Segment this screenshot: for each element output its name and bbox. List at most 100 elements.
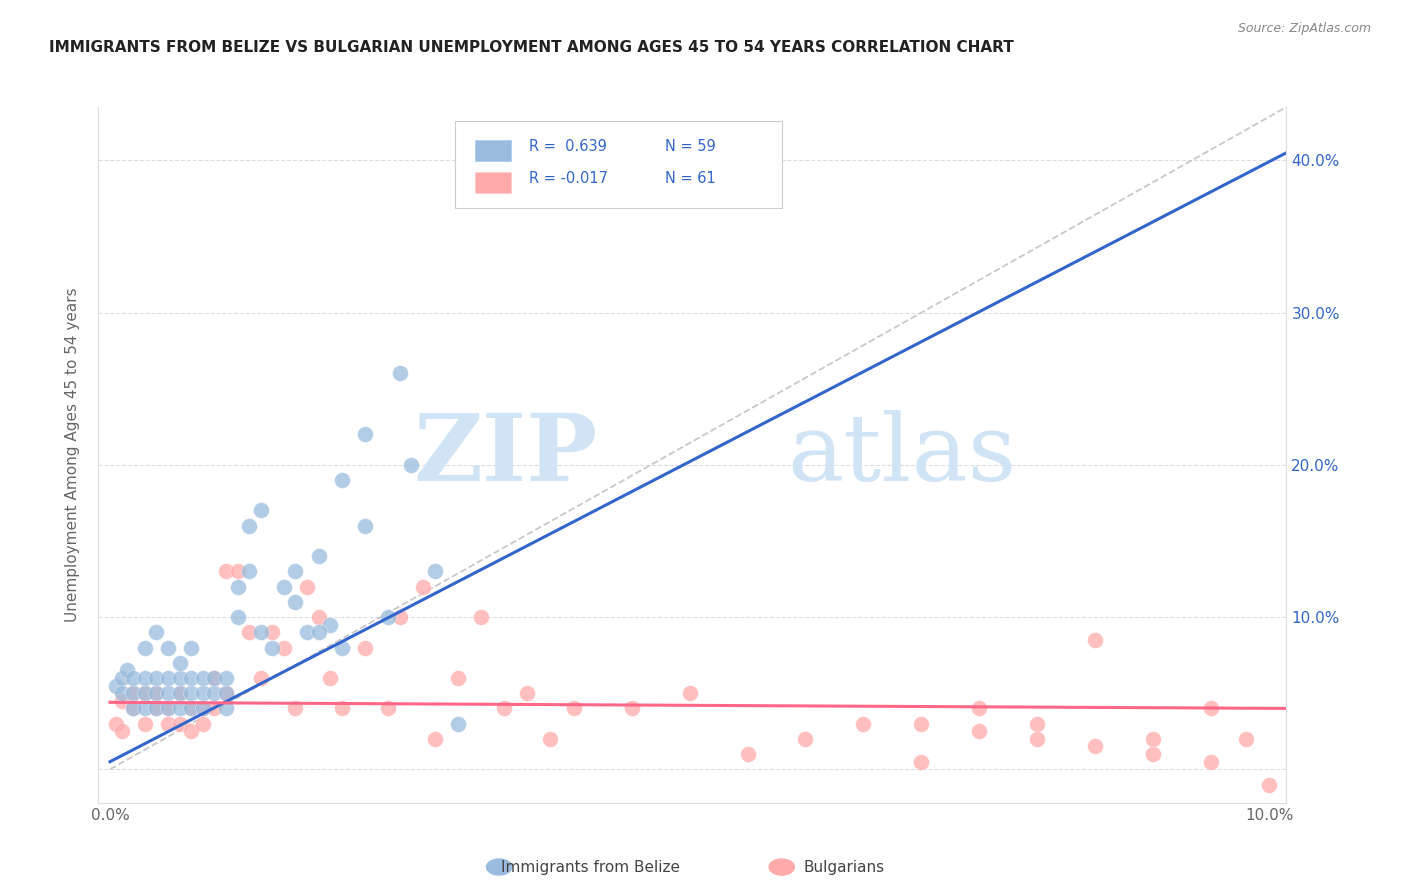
Point: [104, 716, 127, 731]
Text: atlas: atlas: [787, 410, 1017, 500]
Point: [354, 640, 377, 655]
Point: [191, 716, 214, 731]
Point: [110, 694, 132, 708]
Point: [1199, 755, 1222, 769]
Point: [134, 686, 156, 700]
Point: [226, 610, 249, 624]
Point: [104, 679, 127, 693]
Circle shape: [769, 859, 794, 875]
Point: [1258, 778, 1281, 792]
Point: [794, 731, 817, 746]
FancyBboxPatch shape: [475, 140, 510, 161]
Point: [156, 701, 179, 715]
Point: [308, 549, 330, 564]
Point: [319, 671, 342, 685]
Point: [238, 625, 260, 640]
Point: [215, 565, 238, 579]
Text: Bulgarians: Bulgarians: [803, 860, 884, 874]
Point: [226, 565, 249, 579]
Point: [169, 716, 191, 731]
Point: [145, 671, 167, 685]
Point: [1084, 739, 1107, 754]
Point: [134, 716, 156, 731]
Y-axis label: Unemployment Among Ages 45 to 54 years: Unemployment Among Ages 45 to 54 years: [65, 287, 80, 623]
Point: [191, 701, 214, 715]
Point: [262, 625, 284, 640]
Text: ZIP: ZIP: [413, 410, 598, 500]
Point: [191, 686, 214, 700]
Point: [540, 731, 562, 746]
Point: [117, 664, 139, 678]
Text: Immigrants from Belize: Immigrants from Belize: [501, 860, 681, 874]
Point: [969, 724, 991, 739]
Point: [202, 671, 225, 685]
Point: [215, 701, 238, 715]
Point: [273, 640, 295, 655]
Point: [655, 184, 678, 198]
Point: [145, 686, 167, 700]
Point: [180, 686, 202, 700]
Text: N = 61: N = 61: [665, 171, 716, 186]
Point: [1026, 716, 1049, 731]
Point: [969, 701, 991, 715]
Point: [110, 724, 132, 739]
Point: [423, 565, 446, 579]
Point: [412, 580, 434, 594]
Point: [110, 686, 132, 700]
Point: [110, 671, 132, 685]
Point: [620, 701, 643, 715]
Point: [134, 640, 156, 655]
Point: [330, 640, 353, 655]
Point: [388, 367, 411, 381]
Point: [308, 610, 330, 624]
Point: [215, 686, 238, 700]
Point: [169, 656, 191, 670]
Point: [562, 701, 585, 715]
Point: [215, 686, 238, 700]
Point: [180, 701, 202, 715]
Point: [180, 671, 202, 685]
Point: [1199, 701, 1222, 715]
FancyBboxPatch shape: [456, 121, 782, 208]
Text: R =  0.639: R = 0.639: [529, 139, 606, 154]
Point: [180, 640, 202, 655]
Point: [910, 755, 932, 769]
Point: [122, 701, 145, 715]
Point: [377, 610, 399, 624]
Point: [388, 610, 411, 624]
Point: [262, 640, 284, 655]
Point: [169, 701, 191, 715]
Circle shape: [486, 859, 512, 875]
Point: [910, 716, 932, 731]
Point: [377, 701, 399, 715]
Point: [145, 701, 167, 715]
Point: [249, 625, 271, 640]
Point: [180, 724, 202, 739]
Point: [156, 640, 179, 655]
Point: [122, 686, 145, 700]
Point: [249, 671, 271, 685]
Point: [678, 686, 700, 700]
Point: [156, 701, 179, 715]
Point: [295, 625, 318, 640]
Point: [273, 580, 295, 594]
Text: IMMIGRANTS FROM BELIZE VS BULGARIAN UNEMPLOYMENT AMONG AGES 45 TO 54 YEARS CORRE: IMMIGRANTS FROM BELIZE VS BULGARIAN UNEM…: [49, 40, 1014, 55]
Point: [1142, 747, 1164, 761]
Point: [191, 701, 214, 715]
Point: [134, 701, 156, 715]
Point: [354, 427, 377, 442]
Point: [423, 731, 446, 746]
Point: [156, 716, 179, 731]
Point: [169, 686, 191, 700]
FancyBboxPatch shape: [475, 172, 510, 193]
Point: [308, 625, 330, 640]
Point: [169, 671, 191, 685]
Point: [249, 503, 271, 517]
Point: [169, 686, 191, 700]
Point: [284, 595, 307, 609]
Point: [1234, 731, 1257, 746]
Point: [202, 671, 225, 685]
Point: [202, 701, 225, 715]
Point: [238, 565, 260, 579]
Text: Source: ZipAtlas.com: Source: ZipAtlas.com: [1237, 22, 1371, 36]
